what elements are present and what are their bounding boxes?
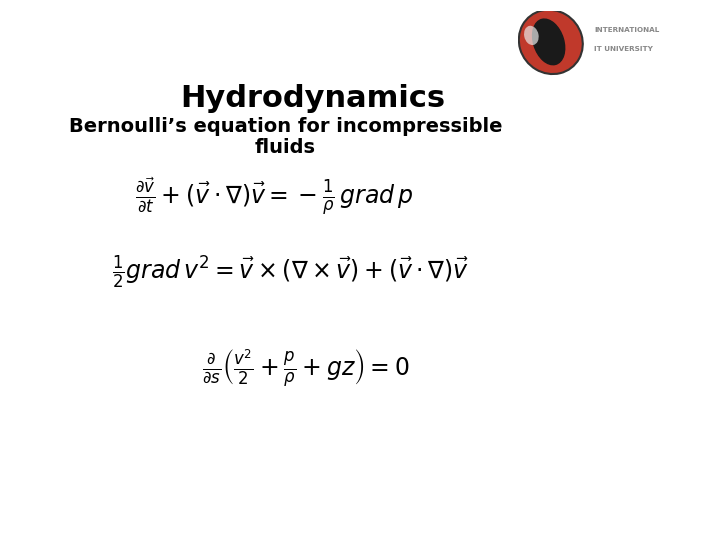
Ellipse shape [524,26,539,45]
Ellipse shape [533,19,564,65]
Text: $\frac{1}{2}\mathit{grad}\, v^2 = \vec{v} \times (\nabla \times \vec{v}) + (\vec: $\frac{1}{2}\mathit{grad}\, v^2 = \vec{v… [112,254,469,292]
Text: $\frac{\partial \vec{v}}{\partial t} + (\vec{v} \cdot \nabla)\vec{v} = -\frac{1}: $\frac{\partial \vec{v}}{\partial t} + (… [135,175,413,217]
Text: INTERNATIONAL: INTERNATIONAL [594,27,660,33]
Text: Bernoulli’s equation for incompressible: Bernoulli’s equation for incompressible [68,117,502,136]
Text: $\frac{\partial}{\partial s}\left(\frac{v^2}{2} + \frac{p}{\rho} + gz\right) = 0: $\frac{\partial}{\partial s}\left(\frac{… [202,347,409,389]
Ellipse shape [519,10,582,74]
Text: Hydrodynamics: Hydrodynamics [181,84,446,112]
Text: IT UNIVERSITY: IT UNIVERSITY [594,46,653,52]
Text: fluids: fluids [255,138,316,157]
